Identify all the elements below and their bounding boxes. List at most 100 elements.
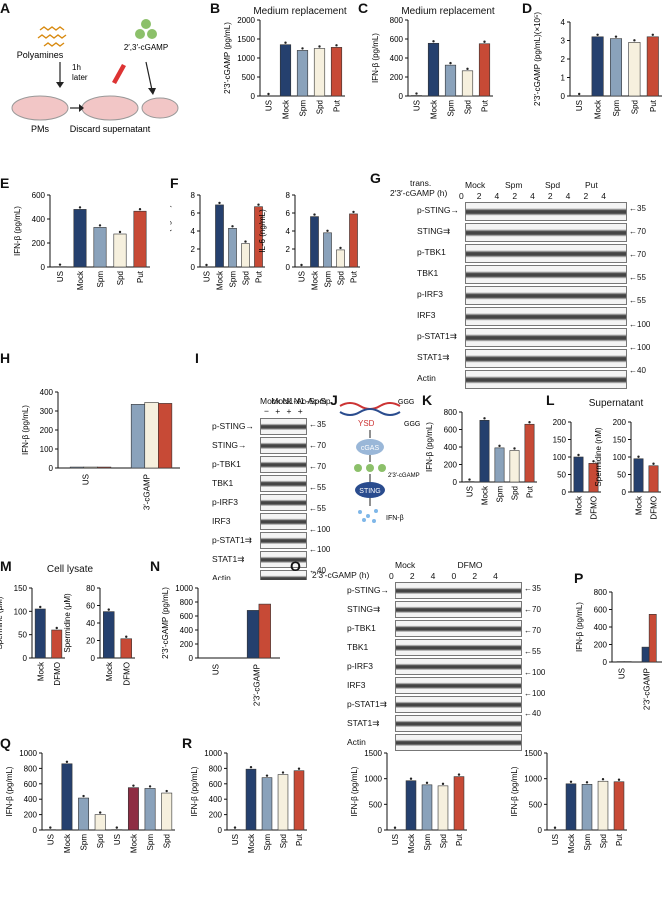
bar <box>313 48 326 97</box>
data-point <box>457 773 461 776</box>
data-point <box>125 635 128 638</box>
y-tick-label: 200 <box>594 641 608 650</box>
mw-marker: ←70 <box>309 461 326 471</box>
mw-marker: ←55 <box>629 273 646 283</box>
panel-label: D <box>522 0 533 16</box>
blot-band-strip <box>465 349 627 368</box>
y-tick-label: 400 <box>32 215 46 224</box>
panel-title: Supernatant <box>588 398 644 409</box>
panel-i: I p-STING→ STING→ p-TBK1 TBK1 p-IRF3 IRF3 p-ST… <box>195 350 330 580</box>
blot-time-label: 4 <box>601 191 606 201</box>
x-tick-label: Put <box>295 833 304 846</box>
data-point <box>528 421 531 424</box>
bar <box>573 456 584 493</box>
y-axis-label: IFN-β (pg/mL) <box>510 766 519 816</box>
blot-group-label: Put <box>585 180 598 190</box>
x-tick-label: US <box>56 271 65 282</box>
y-axis-label: IL-6 (ng/mL) <box>258 209 267 253</box>
data-point <box>577 453 580 457</box>
bar <box>591 36 604 97</box>
panel-title: Medium replacement <box>253 6 347 17</box>
y-tick-label: 800 <box>444 408 458 417</box>
y-tick-label: 0 <box>562 488 567 497</box>
y-tick-label: 6 <box>191 209 196 218</box>
data-point <box>585 781 589 784</box>
y-tick-label: 150 <box>14 584 28 593</box>
treatment-sign: + <box>286 406 292 416</box>
blot-band-strip <box>260 532 307 549</box>
blot-row-label: p-IRF3 <box>347 661 373 671</box>
y-tick-label: 600 <box>24 780 38 789</box>
bar <box>524 423 535 483</box>
data-point <box>165 789 168 793</box>
y-tick-label: 100 <box>553 453 567 462</box>
x-tick-label: Spd <box>464 100 473 114</box>
bar <box>241 243 250 268</box>
data-point <box>205 263 208 267</box>
blot-row-label: TBK1 <box>347 642 369 652</box>
panel-label: H <box>0 350 11 366</box>
panel-label: J <box>330 392 338 408</box>
bar-chart: 0 200 400 600 800 IFN-β (pg/mL) US 2′3′-cGAMP <box>575 588 662 710</box>
x-tick-label: Spm <box>299 100 308 117</box>
blot-time-label: 4 <box>493 571 498 581</box>
x-tick-label: DFMO <box>122 662 131 686</box>
bar-chart-pair: 050100150200Spermine (nM)MockDFMO0501001… <box>553 418 661 520</box>
x-tick-label: Spd <box>116 271 125 285</box>
bar <box>94 814 106 831</box>
bar <box>444 64 457 97</box>
x-tick-label: trans. 2′3′-cGAMP <box>143 474 152 510</box>
panel-j: J GGG GGG YSD cGAS 2′3′-cGAMP STING IFN-… <box>330 392 425 562</box>
y-tick-label: 1 <box>561 74 566 83</box>
bar <box>628 42 641 97</box>
bar <box>421 784 433 831</box>
data-point <box>265 774 269 777</box>
y-axis-label: Spermine (μM) <box>0 596 4 649</box>
y-tick-label: 4 <box>286 227 291 236</box>
data-point <box>249 765 253 769</box>
bar-chart: 0 200 400 600 IFN-β (pg/mL) US Mock Spm Spd Put <box>13 191 150 290</box>
blot-time-label: 0 <box>451 571 457 581</box>
y-tick-label: 1000 <box>237 54 255 63</box>
panel-g: G trans. 2′3′-cGAMP (h) p-STING→ STING⇉ p-… <box>370 170 666 400</box>
mw-marker: ←55 <box>309 482 326 492</box>
x-tick-label: Mock <box>481 485 490 505</box>
bar <box>215 204 224 268</box>
blot-row-label: TBK1 <box>212 478 234 488</box>
blot-band-strip <box>260 570 307 580</box>
bar <box>133 210 147 268</box>
data-point <box>301 47 304 50</box>
treatment-sign: − <box>264 406 269 416</box>
bar-chart: 0 200 400 600 800 1000 2′3′-cGAMP (pg/mL) US 2′3… <box>161 584 280 706</box>
data-point <box>432 40 435 43</box>
x-tick-label: US <box>466 486 475 497</box>
bar-chart: 0 200 400 600 800 IFN-β (pg/mL) US Mock Spm Spd Pu… <box>425 408 537 505</box>
sting-icon <box>355 482 385 498</box>
blot-time-label: 4 <box>565 191 571 201</box>
blot-group-label: Mock <box>260 396 281 406</box>
panel-f: F 0 2 4 6 8 TNF-α (ng/mL) US Mock Spm Spd Put 0 2 4 6 8… <box>170 175 360 335</box>
y-tick-label: 0 <box>49 464 54 473</box>
data-point <box>257 203 260 206</box>
blot-time-label: 4 <box>530 191 535 201</box>
y-tick-label: 800 <box>180 598 194 607</box>
blot-row-label: p-STAT1⇉ <box>347 699 387 709</box>
blot-row-label: STING⇉ <box>417 226 451 236</box>
x-tick-label: US <box>46 834 55 845</box>
y-tick-label: 400 <box>40 388 54 397</box>
bar-chart: 0 100 200 300 400 IFN-β (pg/mL) US trans. 2′3′-… <box>21 388 180 510</box>
blot-band-strip <box>465 328 627 347</box>
bar <box>641 646 650 663</box>
blot-row-label: p-STING→ <box>212 421 255 431</box>
data-point <box>449 61 452 65</box>
bar <box>51 629 63 659</box>
bar <box>646 36 659 97</box>
bar <box>130 404 146 469</box>
data-point <box>569 780 573 783</box>
data-point <box>326 229 329 232</box>
blot-row-label: p-TBK1 <box>212 459 241 469</box>
blot-row-label: Actin <box>347 737 366 747</box>
blot-band-strip <box>395 582 522 599</box>
x-tick-label: Spd <box>316 100 325 114</box>
y-axis-label: 2′3′-cGAMP (pg/mL) <box>161 587 170 659</box>
